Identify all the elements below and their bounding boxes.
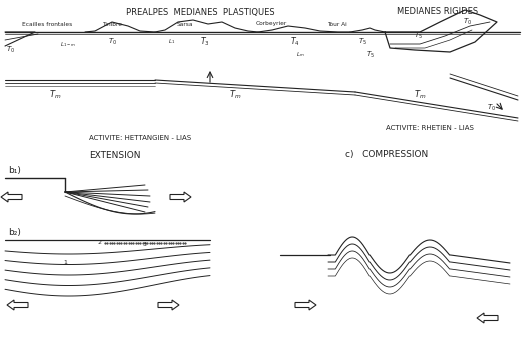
Text: b₂): b₂)	[8, 228, 21, 237]
Text: Corbeyrier: Corbeyrier	[255, 22, 287, 27]
Text: Tinibre: Tinibre	[102, 22, 122, 27]
Text: $T_5$: $T_5$	[365, 50, 374, 60]
Text: Tour Ai: Tour Ai	[327, 22, 347, 27]
Text: $T_4$: $T_4$	[290, 36, 300, 48]
Text: EXTENSION: EXTENSION	[89, 150, 141, 159]
Text: 3: 3	[143, 242, 147, 247]
Text: $L_{1-m}$: $L_{1-m}$	[60, 41, 76, 49]
Text: ACTIVITE: RHETIEN - LIAS: ACTIVITE: RHETIEN - LIAS	[386, 125, 474, 131]
Text: $T_m$: $T_m$	[49, 89, 61, 101]
Text: $T_3$: $T_3$	[200, 36, 210, 48]
Text: $T_0$: $T_0$	[6, 45, 15, 55]
Text: b₁): b₁)	[8, 166, 21, 175]
Text: PREALPES  MEDIANES  PLASTIQUES: PREALPES MEDIANES PLASTIQUES	[125, 8, 274, 17]
Text: $T_0$: $T_0$	[109, 37, 118, 47]
Text: $T_0$: $T_0$	[487, 103, 497, 113]
Text: $T_5$: $T_5$	[358, 37, 366, 47]
Text: ACTIVITE: HETTANGIEN - LIAS: ACTIVITE: HETTANGIEN - LIAS	[89, 135, 191, 141]
Text: Sarsa: Sarsa	[177, 22, 193, 27]
Text: c)   COMPRESSION: c) COMPRESSION	[345, 150, 428, 159]
Text: $L_m$: $L_m$	[296, 50, 304, 59]
Text: $L_1$: $L_1$	[169, 37, 175, 46]
Text: 1: 1	[63, 260, 67, 265]
Text: 2: 2	[98, 240, 102, 246]
Text: Ecailles frontales: Ecailles frontales	[22, 22, 72, 27]
Text: $T_0$: $T_0$	[464, 17, 472, 27]
Text: $T_5$: $T_5$	[414, 31, 423, 41]
Text: MEDIANES RIGIDES: MEDIANES RIGIDES	[397, 8, 479, 17]
Text: $T_m$: $T_m$	[229, 89, 241, 101]
Text: $T_m$: $T_m$	[414, 89, 426, 101]
